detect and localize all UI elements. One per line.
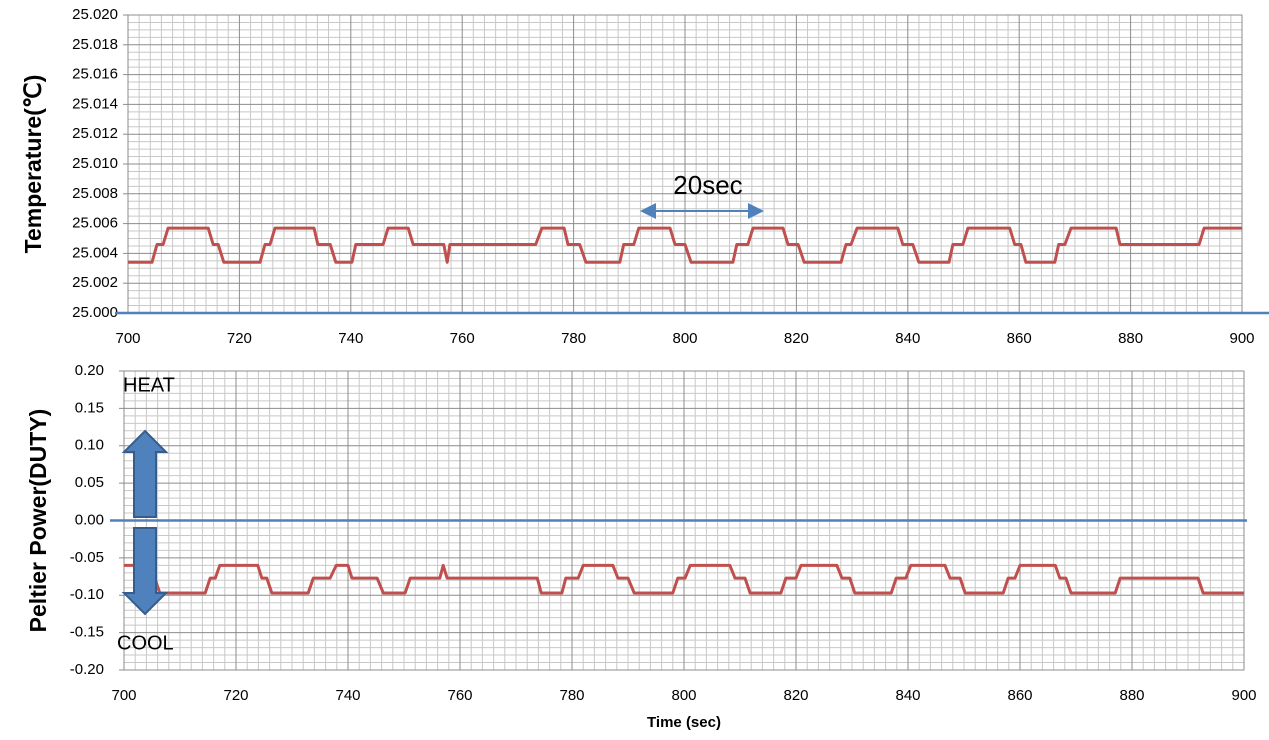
y-tick-label: 0.00 [75,511,104,528]
data-line [124,563,1244,595]
x-tick-label: 880 [1119,687,1144,704]
y-tick-label: -0.20 [70,661,104,678]
x-tick-label: 800 [672,330,697,347]
x-tick-label: 860 [1007,330,1032,347]
y-tick-label: 0.15 [75,399,104,416]
x-tick-label: 860 [1007,687,1032,704]
y-axis-label: Peltier Power(DUTY) [25,409,51,633]
annotation: 20sec [673,170,742,200]
y-axis-label: Temperature(℃) [20,75,46,254]
x-axis-label: Time (sec) [647,714,721,731]
y-tick-label: 0.10 [75,437,104,454]
y-tick-label: 25.014 [72,95,118,112]
x-tick-label: 840 [895,330,920,347]
x-tick-label: 900 [1229,330,1254,347]
y-tick-label: 0.05 [75,474,104,491]
x-tick-label: 900 [1231,687,1256,704]
y-tick-label: 0.20 [75,362,104,379]
y-tick-label: -0.15 [70,624,104,641]
x-tick-label: 800 [671,687,696,704]
x-tick-label: 720 [227,330,252,347]
x-tick-label: 760 [447,687,472,704]
x-tick-label: 740 [338,330,363,347]
y-tick-label: 25.008 [72,185,118,202]
y-tick-label: -0.05 [70,549,104,566]
x-tick-label: 760 [450,330,475,347]
x-tick-label: 720 [223,687,248,704]
x-tick-label: 820 [783,687,808,704]
annotation: COOL [117,632,174,654]
y-tick-label: 25.016 [72,66,118,83]
y-tick-label: -0.10 [70,586,104,603]
y-tick-label: 25.006 [72,215,118,232]
x-tick-label: 740 [335,687,360,704]
heat-arrow [121,429,169,518]
cool-arrow [121,527,169,616]
x-tick-label: 880 [1118,330,1143,347]
x-tick-label: 700 [111,687,136,704]
x-tick-label: 840 [895,687,920,704]
y-tick-label: 25.004 [72,244,118,261]
x-tick-label: 780 [561,330,586,347]
x-tick-label: 700 [115,330,140,347]
y-tick-label: 25.020 [72,6,118,23]
data-line [128,226,1242,264]
x-tick-label: 780 [559,687,584,704]
y-tick-label: 25.018 [72,36,118,53]
annotation: HEAT [123,374,175,396]
x-tick-label: 820 [784,330,809,347]
y-tick-label: 25.000 [72,304,118,321]
y-tick-label: 25.010 [72,155,118,172]
y-tick-label: 25.002 [72,274,118,291]
y-tick-label: 25.012 [72,125,118,142]
